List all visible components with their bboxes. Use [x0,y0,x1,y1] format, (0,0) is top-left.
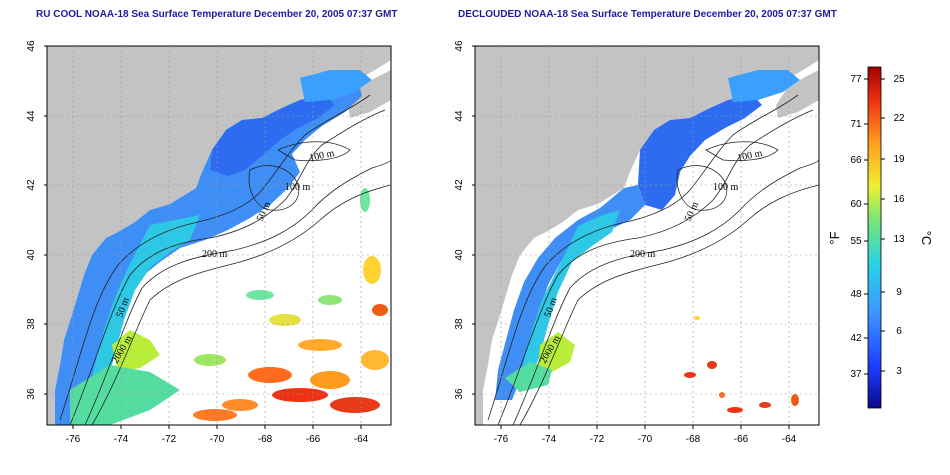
lat-tick-label: 36 [454,388,465,400]
celsius-unit-label: °C [919,231,934,246]
lat-tick-label: 38 [26,318,37,330]
right-map-panel: 100 m 100 m 50 m 200 m 50 m 2000 m [454,40,820,445]
right-land [475,46,819,425]
fahrenheit-unit-label: °F [827,231,842,244]
celsius-tick-label: 19 [893,154,905,165]
lat-tick-label: 44 [26,110,37,122]
contour-label: 100 m [713,182,739,193]
contour-label: 200 m [630,249,656,260]
right-sst-yellow [538,332,575,372]
celsius-tick-label: 3 [896,366,902,377]
fahrenheit-tick-label: 42 [850,333,862,344]
lat-tick-label: 40 [454,249,465,261]
left-nova-scotia [348,70,391,118]
left-sst-coastal [55,80,362,425]
left-sst-gulfmaine [210,95,335,176]
fahrenheit-tick-label: 60 [850,199,862,210]
left-land [47,46,391,425]
celsius-tick-label: 13 [893,234,905,245]
colorbar-celsius-ticks: 25 22 19 16 13 9 6 3 [881,74,905,377]
celsius-tick-label: 9 [896,287,902,298]
right-contours [487,94,819,425]
lat-tick-label: 46 [454,40,465,52]
lon-tick-label: -74 [114,434,129,445]
colorbar-gradient [867,66,882,409]
contour-label: 100 m [285,182,311,193]
left-map-panel: 100 m 100 m 50 m 200 m 50 m 2000 m [26,40,392,445]
lon-tick-label: -64 [782,434,797,445]
right-nova-scotia [776,70,819,118]
lat-tick-label: 40 [26,249,37,261]
celsius-tick-label: 25 [893,74,905,85]
lat-tick-label: 44 [454,110,465,122]
right-sst-gulfmaine [638,95,762,210]
left-lon-axis: -76 -74 -72 -70 -68 -66 -64 [66,425,369,445]
fahrenheit-tick-label: 48 [850,289,862,300]
right-lat-axis: 46 44 42 40 38 36 [454,40,475,400]
contour-label: 100 m [308,148,335,164]
lon-tick-label: -72 [162,434,177,445]
right-panel-title: DECLOUDED NOAA-18 Sea Surface Temperatur… [458,9,837,20]
left-sst-upper-bay [300,70,372,102]
fahrenheit-tick-label: 66 [850,155,862,166]
lon-tick-label: -68 [686,434,701,445]
lat-tick-label: 38 [454,318,465,330]
celsius-tick-label: 6 [896,326,902,337]
left-lat-axis: 46 44 42 40 38 36 [26,40,47,400]
lon-tick-label: -74 [542,434,557,445]
right-map-frame [474,45,820,426]
lat-tick-label: 46 [26,40,37,52]
contour-label: 100 m [736,148,763,164]
lon-tick-label: -66 [306,434,321,445]
lon-tick-label: -68 [258,434,273,445]
left-sst-green [70,365,180,425]
celsius-tick-label: 16 [893,194,905,205]
fahrenheit-tick-label: 55 [850,236,862,247]
lat-tick-label: 36 [26,388,37,400]
fahrenheit-tick-label: 37 [850,369,862,380]
right-sst-warm-patches [684,316,799,413]
lon-tick-label: -76 [66,434,81,445]
right-lon-axis: -76 -74 -72 -70 -68 -66 -64 [494,425,797,445]
left-map-frame [46,45,392,426]
fahrenheit-tick-label: 71 [850,119,862,130]
lon-tick-label: -70 [638,434,653,445]
lon-tick-label: -76 [494,434,509,445]
colorbar-fahrenheit-ticks: 77 71 66 60 55 48 42 37 [850,74,868,380]
lon-tick-label: -70 [210,434,225,445]
lon-tick-label: -66 [734,434,749,445]
lat-tick-label: 42 [454,179,465,191]
left-gridlines [47,46,391,425]
celsius-tick-label: 22 [893,113,905,124]
left-sst-yellow [112,330,160,372]
fahrenheit-tick-label: 77 [850,74,862,85]
right-sst-upper-bay [728,70,800,102]
lon-tick-label: -72 [590,434,605,445]
left-contours [59,94,391,425]
lon-tick-label: -64 [354,434,369,445]
lat-tick-label: 42 [26,179,37,191]
contour-label: 200 m [202,249,228,260]
left-sst-warm-patches [193,188,389,421]
colorbar: 77 71 66 60 55 48 42 37 25 22 19 16 13 9… [827,66,934,409]
left-panel-title: RU COOL NOAA-18 Sea Surface Temperature … [36,9,398,20]
right-gridlines [475,46,819,425]
